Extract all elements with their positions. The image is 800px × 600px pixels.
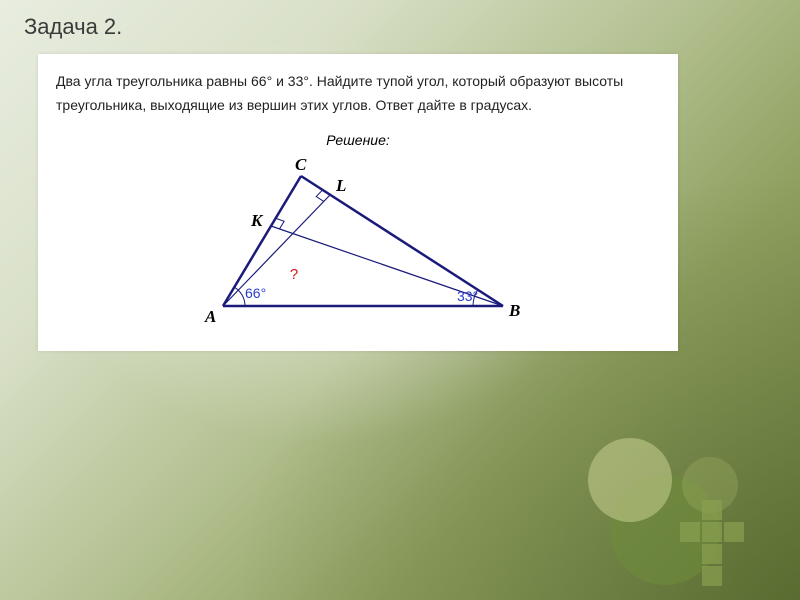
- svg-text:?: ?: [290, 266, 298, 283]
- svg-text:K: K: [250, 211, 264, 230]
- problem-angle2: 33°: [288, 73, 309, 89]
- svg-text:A: A: [204, 307, 216, 326]
- problem-card: Два угла треугольника равны 66° и 33°. Н…: [38, 54, 678, 351]
- task-title: Задача 2.: [24, 14, 122, 40]
- svg-text:66°: 66°: [245, 285, 266, 301]
- problem-angle1: 66°: [251, 73, 272, 89]
- problem-mid: и: [272, 73, 288, 89]
- svg-text:33°: 33°: [457, 288, 478, 304]
- problem-text: Два угла треугольника равны 66° и 33°. Н…: [56, 70, 660, 118]
- solution-label: Решение:: [56, 132, 660, 148]
- triangle-figure: A B C K L 66° 33°?: [193, 156, 523, 331]
- svg-text:L: L: [335, 176, 346, 195]
- watermark-graphic: [570, 410, 790, 590]
- problem-pre: Два угла треугольника равны: [56, 73, 251, 89]
- svg-text:C: C: [295, 156, 307, 174]
- svg-text:B: B: [508, 301, 520, 320]
